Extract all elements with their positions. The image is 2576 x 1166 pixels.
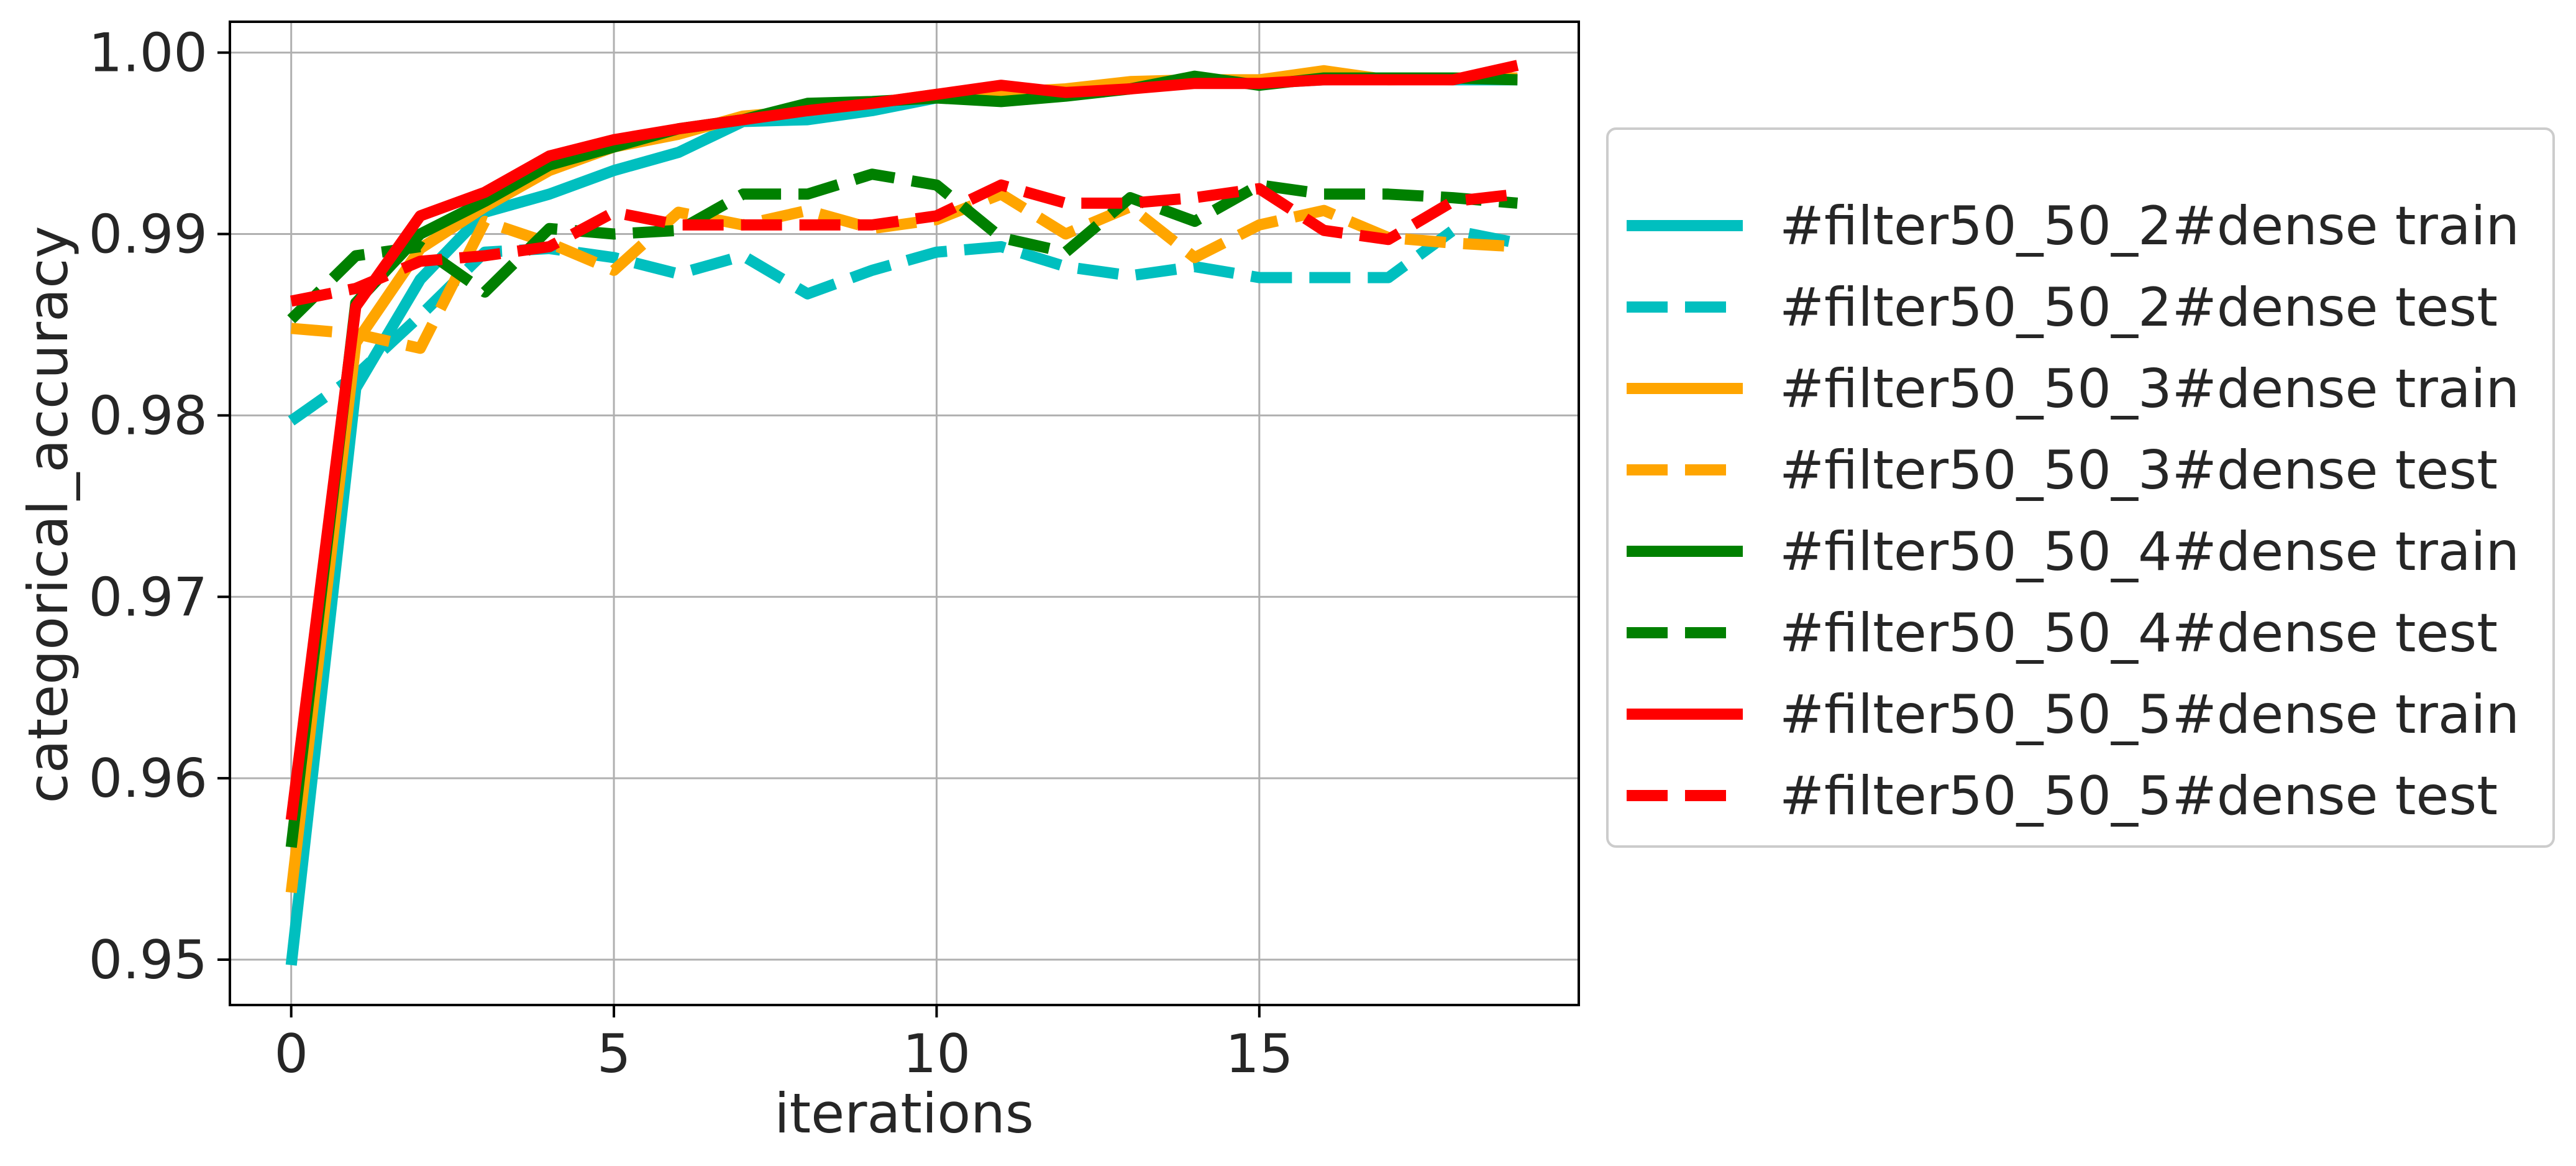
grid-lines (230, 22, 1579, 1005)
y-tick-label: 0.95 (89, 929, 208, 991)
y-tick-label: 0.99 (89, 204, 208, 266)
y-tick-label: 0.98 (89, 385, 208, 447)
x-axis-label: iterations (774, 1081, 1034, 1145)
legend-label-2: #filter50_50_2#dense test (1779, 277, 2498, 339)
legend-label-8: #filter50_50_5#dense test (1779, 765, 2498, 827)
y-tick-label: 0.97 (89, 566, 208, 628)
plot-area-frame (229, 21, 1580, 1006)
legend-label-6: #filter50_50_4#dense test (1779, 602, 2498, 664)
series-line-7 (285, 60, 1519, 821)
legend-label-4: #filter50_50_3#dense test (1779, 439, 2498, 502)
y-axis-label: categorical_accuracy (16, 226, 80, 803)
legend-label-7: #filter50_50_5#dense train (1779, 684, 2519, 746)
data-series (285, 60, 1519, 966)
y-tick-label: 1.00 (89, 22, 208, 85)
series-line-6 (287, 168, 1519, 324)
x-tick-label: 10 (903, 1023, 971, 1085)
x-tick-label: 5 (597, 1023, 631, 1085)
legend: #filter50_50_2#dense train #filter50_50_2… (1606, 127, 2555, 848)
axis-ticks: 0 5 10 15 0.95 0.96 0.97 0.98 0.99 1.00 (89, 22, 1294, 1085)
series-line-8 (290, 179, 1519, 307)
series-line-4 (290, 188, 1518, 354)
legend-label-3: #filter50_50_3#dense train (1779, 358, 2519, 420)
legend-label-5: #filter50_50_4#dense train (1779, 521, 2519, 583)
legend-label-1: #filter50_50_2#dense train (1779, 195, 2519, 257)
x-tick-label: 0 (274, 1023, 308, 1085)
x-tick-label: 15 (1225, 1023, 1293, 1085)
legend-box (1606, 127, 2555, 848)
y-tick-label: 0.96 (89, 748, 208, 810)
